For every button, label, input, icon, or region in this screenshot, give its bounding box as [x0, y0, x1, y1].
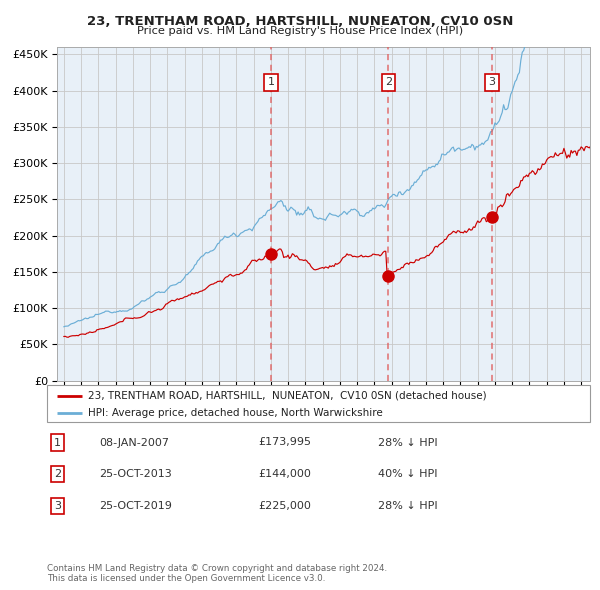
Text: 23, TRENTHAM ROAD, HARTSHILL,  NUNEATON,  CV10 0SN (detached house): 23, TRENTHAM ROAD, HARTSHILL, NUNEATON, … [88, 391, 486, 401]
Text: 40% ↓ HPI: 40% ↓ HPI [378, 470, 437, 479]
Text: 2: 2 [385, 77, 392, 87]
Text: £144,000: £144,000 [258, 470, 311, 479]
Text: 3: 3 [488, 77, 496, 87]
Text: This data is licensed under the Open Government Licence v3.0.: This data is licensed under the Open Gov… [47, 574, 325, 583]
Text: £225,000: £225,000 [258, 502, 311, 511]
Text: 23, TRENTHAM ROAD, HARTSHILL, NUNEATON, CV10 0SN: 23, TRENTHAM ROAD, HARTSHILL, NUNEATON, … [87, 15, 513, 28]
Text: 28% ↓ HPI: 28% ↓ HPI [378, 438, 437, 447]
Text: 25-OCT-2019: 25-OCT-2019 [99, 502, 172, 511]
Text: 1: 1 [54, 438, 61, 447]
Text: 08-JAN-2007: 08-JAN-2007 [99, 438, 169, 447]
Text: 25-OCT-2013: 25-OCT-2013 [99, 470, 172, 479]
Text: Price paid vs. HM Land Registry's House Price Index (HPI): Price paid vs. HM Land Registry's House … [137, 26, 463, 36]
Text: 2: 2 [54, 470, 61, 479]
Text: £173,995: £173,995 [258, 438, 311, 447]
Text: HPI: Average price, detached house, North Warwickshire: HPI: Average price, detached house, Nort… [88, 408, 382, 418]
Text: 1: 1 [268, 77, 275, 87]
Text: 3: 3 [54, 502, 61, 511]
Text: 28% ↓ HPI: 28% ↓ HPI [378, 502, 437, 511]
Text: Contains HM Land Registry data © Crown copyright and database right 2024.: Contains HM Land Registry data © Crown c… [47, 565, 387, 573]
